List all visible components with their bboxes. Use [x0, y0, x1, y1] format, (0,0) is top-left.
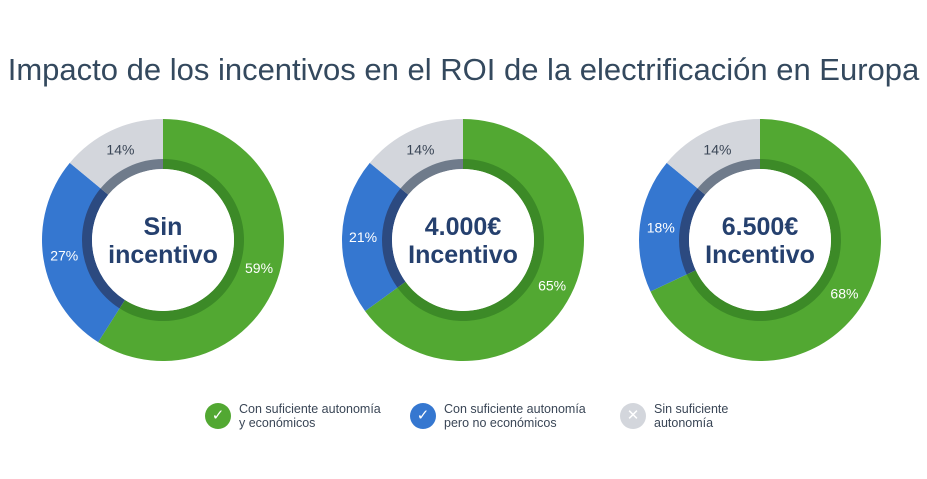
legend-label: Con suficiente autonomía — [444, 402, 586, 416]
slice-no-autonomy-inner — [697, 159, 760, 195]
slice-label: 14% — [106, 142, 134, 158]
legend-label: Con suficiente autonomía — [239, 402, 381, 416]
slice-autonomy-not-economic — [639, 162, 699, 292]
check-icon: ✓ — [410, 403, 436, 429]
center-label: 6.500€ — [722, 213, 799, 241]
slice-no-autonomy — [69, 118, 163, 190]
slice-autonomy-economic — [365, 119, 584, 362]
slice-label: 18% — [647, 219, 675, 235]
slice-autonomy-not-economic-inner — [679, 188, 706, 275]
legend-label: y económicos — [239, 416, 316, 430]
x-icon: ✕ — [620, 403, 646, 429]
slice-no-autonomy-inner — [100, 159, 163, 195]
center-label: incentivo — [108, 241, 218, 269]
slice-no-autonomy-inner — [400, 159, 463, 195]
legend-item-green: ✓ Con suficiente autonomía y económicos — [205, 402, 381, 430]
donut-hole — [92, 169, 234, 311]
slice-autonomy-not-economic — [41, 162, 121, 343]
center-label: 4.000€ — [425, 213, 502, 241]
donut-hole — [689, 169, 831, 311]
slice-autonomy-not-economic-inner — [382, 188, 409, 288]
legend-label: Sin suficiente — [654, 402, 729, 416]
slice-label: 14% — [406, 142, 434, 158]
slice-autonomy-economic — [650, 119, 881, 361]
slice-label: 59% — [245, 260, 273, 276]
center-label: Sin — [144, 213, 183, 241]
slice-label: 14% — [703, 142, 731, 158]
slice-label: 27% — [50, 248, 78, 264]
check-icon: ✓ — [205, 403, 231, 429]
chart-title: Impacto de los incentivos en el ROI de l… — [7, 52, 920, 87]
slice-no-autonomy — [666, 118, 760, 190]
slice-label: 68% — [830, 286, 858, 302]
donut-hole — [392, 169, 534, 311]
center-label: Incentivo — [408, 241, 518, 269]
legend-item-blue: ✓ Con suficiente autonomía pero no económ… — [410, 402, 586, 430]
legend-item-gray: ✕ Sin suficiente autonomía — [620, 402, 728, 430]
slice-autonomy-economic — [98, 119, 285, 361]
legend-label: pero no económicos — [444, 416, 557, 430]
slice-autonomy-economic-inner — [119, 159, 244, 321]
slice-label: 21% — [349, 229, 377, 245]
slice-autonomy-not-economic — [341, 162, 402, 312]
legend-label: autonomía — [654, 416, 714, 430]
center-label: Incentivo — [705, 241, 815, 269]
slice-autonomy-not-economic-inner — [82, 188, 125, 309]
slice-no-autonomy — [369, 118, 463, 190]
slice-label: 65% — [538, 277, 566, 293]
